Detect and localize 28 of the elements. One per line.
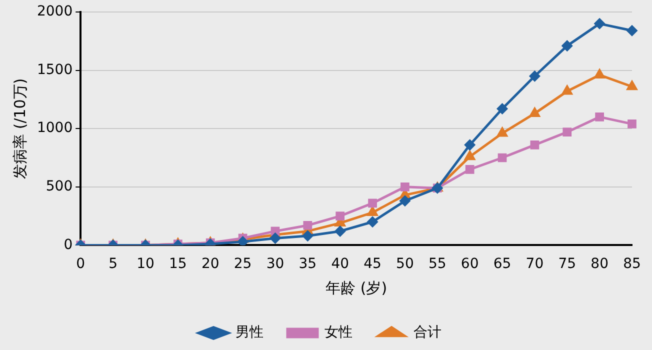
x-tick-label: 40 [331, 256, 350, 272]
x-axis-title: 年龄 (岁) [326, 278, 388, 297]
x-tick-label: 50 [396, 256, 414, 272]
x-tick-label: 5 [108, 256, 118, 272]
y-tick-label: 2000 [36, 4, 73, 20]
legend-label: 合计 [414, 324, 442, 341]
x-tick-label: 55 [428, 256, 446, 272]
y-tick-label: 0 [64, 236, 73, 253]
x-tick-label: 35 [298, 256, 317, 272]
x-tick-label: 85 [623, 256, 641, 272]
x-tick-label: 80 [590, 256, 608, 272]
y-tick-label: 1500 [36, 62, 73, 78]
x-tick-label: 30 [266, 256, 284, 272]
y-tick-label: 1000 [36, 120, 73, 136]
x-tick-label: 10 [136, 256, 154, 272]
x-tick-label: 25 [234, 256, 252, 272]
x-tick-label: 70 [526, 256, 544, 272]
x-tick-label: 60 [460, 256, 479, 272]
x-tick-label: 15 [169, 256, 187, 272]
x-tick-label: 75 [558, 256, 576, 272]
x-tick-label: 0 [76, 256, 86, 272]
legend-label: 男性 [236, 324, 264, 341]
x-tick-label: 20 [201, 256, 220, 272]
x-tick-label: 65 [493, 256, 512, 272]
y-axis-title: 发病率 (/10万) [10, 78, 29, 179]
y-tick-label: 500 [46, 178, 73, 195]
legend-label: 女性 [324, 324, 352, 341]
x-tick-label: 45 [364, 256, 382, 272]
